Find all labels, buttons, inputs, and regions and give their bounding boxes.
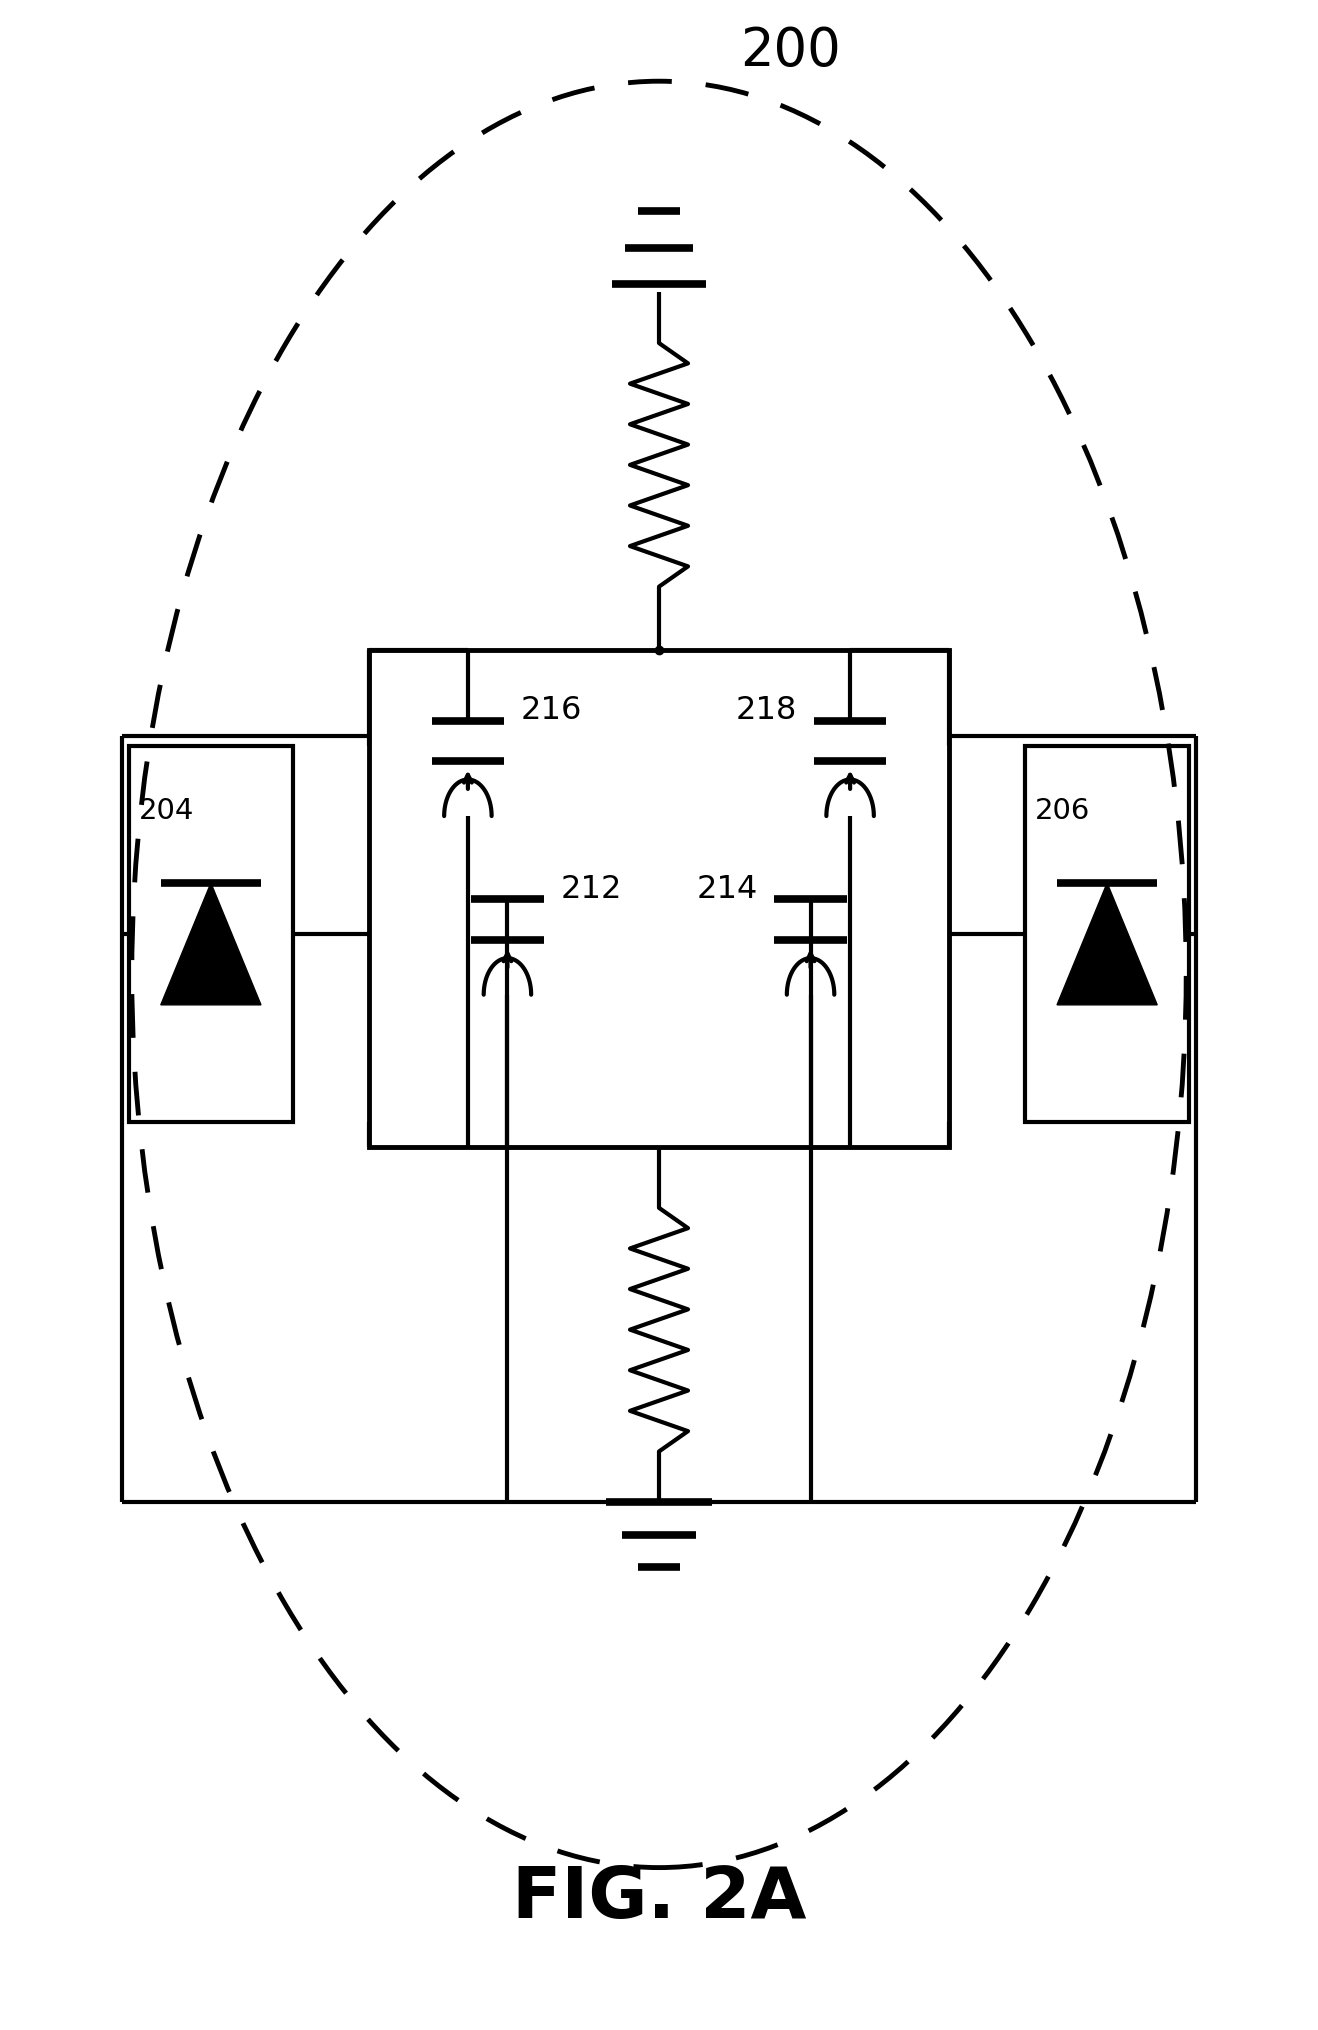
Text: 200: 200 <box>741 24 841 77</box>
Polygon shape <box>161 883 261 1005</box>
Text: 216: 216 <box>521 694 583 727</box>
Text: 212: 212 <box>560 873 622 905</box>
Text: FIG. 2A: FIG. 2A <box>511 1864 807 1933</box>
Text: 204: 204 <box>140 796 195 824</box>
Text: 214: 214 <box>697 873 758 905</box>
Polygon shape <box>1057 883 1157 1005</box>
Text: 206: 206 <box>1036 796 1091 824</box>
Text: 218: 218 <box>735 694 797 727</box>
